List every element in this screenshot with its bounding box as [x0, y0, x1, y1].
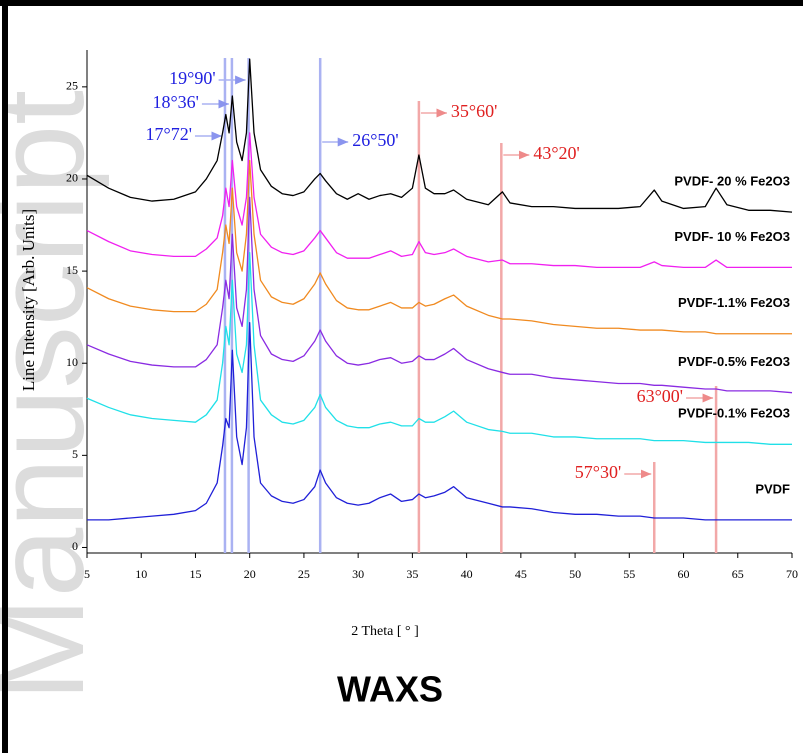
y-tick-label: 5: [72, 447, 78, 461]
x-tick-label: 55: [623, 567, 635, 581]
x-tick-label: 70: [786, 567, 798, 581]
x-tick-label: 5: [84, 567, 90, 581]
watermark: Manuscript: [0, 90, 110, 701]
legend-label: PVDF: [755, 481, 790, 496]
annotation-label: 43°20': [533, 143, 579, 163]
x-tick-label: 15: [189, 567, 201, 581]
x-tick-label: 65: [732, 567, 744, 581]
y-tick-label: 0: [72, 539, 78, 553]
annotation-label: 26°50': [352, 130, 398, 150]
x-tick-label: 25: [298, 567, 310, 581]
annotation-label: 63°00': [637, 386, 683, 406]
series-line: [86, 58, 793, 213]
x-tick-label: 50: [569, 567, 581, 581]
annotation-label: 18°36': [152, 92, 198, 112]
y-tick-label: 15: [66, 263, 78, 277]
x-tick-label: 60: [678, 567, 690, 581]
x-tick-label: 20: [244, 567, 256, 581]
y-tick-label: 20: [66, 171, 78, 185]
series-line: [87, 322, 792, 521]
series-line: [86, 132, 792, 269]
series-line: [86, 196, 793, 394]
y-axis-label: Line Intensity [Arb. Units]: [19, 209, 38, 391]
legend-label: PVDF-0.5% Fe2O3: [678, 354, 790, 369]
y-tick-label: 10: [66, 355, 78, 369]
x-axis-label: 2 Theta [ ° ]: [351, 624, 419, 639]
x-tick-label: 35: [406, 567, 418, 581]
y-tick-label: 25: [66, 79, 78, 93]
legend-label: PVDF- 10 % Fe2O3: [674, 229, 790, 244]
watermark-layer: Manuscript: [0, 90, 110, 701]
legend-label: PVDF- 20 % Fe2O3: [674, 174, 790, 189]
series-line: [86, 159, 792, 335]
x-tick-label: 30: [352, 567, 364, 581]
annotation-label: 57°30': [575, 462, 621, 482]
x-tick-label: 10: [135, 567, 147, 581]
annotation-label: 17°72': [146, 124, 192, 144]
x-tick-label: 40: [461, 567, 473, 581]
x-tick-label: 45: [515, 567, 527, 581]
legend-label: PVDF-0.1% Fe2O3: [678, 406, 790, 421]
annotation-label: 35°60': [451, 101, 497, 121]
series-line: [86, 252, 792, 445]
chart-title: WAXS: [337, 669, 443, 710]
annotation-label: 19°90': [169, 68, 215, 88]
legend-label: PVDF-1.1% Fe2O3: [678, 295, 790, 310]
